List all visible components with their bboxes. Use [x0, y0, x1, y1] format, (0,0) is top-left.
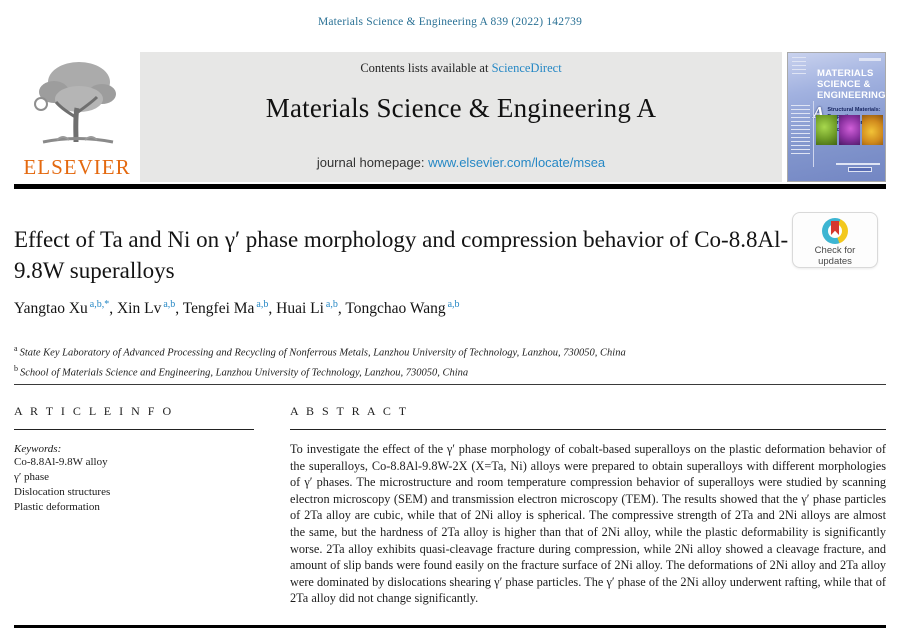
abstract-rule: [290, 429, 886, 430]
author: Tongchao Wang a,b: [345, 299, 460, 318]
contents-prefix: Contents lists available at: [360, 61, 492, 75]
author-affil-marker[interactable]: a,b: [163, 299, 176, 310]
abstract-section: A B S T R A C T To investigate the effec…: [290, 404, 886, 607]
author: Huai Li a,b,: [276, 299, 342, 318]
journal-homepage-link[interactable]: www.elsevier.com/locate/msea: [428, 155, 606, 170]
journal-banner: Contents lists available at ScienceDirec…: [140, 52, 782, 182]
cover-issn-text: [792, 57, 806, 75]
article-info-rule: [14, 429, 254, 430]
affiliation: b School of Materials Science and Enginee…: [14, 363, 469, 379]
cover-title: MATERIALS SCIENCE & ENGINEERING: [817, 68, 886, 101]
keyword: γ′ phase: [14, 471, 50, 483]
elsevier-wordmark: ELSEVIER: [23, 155, 131, 179]
homepage-prefix: journal homepage:: [316, 155, 429, 170]
elsevier-tree-icon: [27, 52, 127, 157]
author-affil-marker[interactable]: a,b: [447, 299, 460, 310]
micrograph-orange: [862, 115, 883, 145]
author: Yangtao Xu a,b,*,: [14, 299, 114, 318]
abstract-heading: A B S T R A C T: [290, 404, 409, 418]
elsevier-logo[interactable]: ELSEVIER: [14, 52, 140, 182]
header-divider: [14, 184, 886, 189]
micrograph-purple: [839, 115, 860, 145]
crossmark-icon: [822, 218, 848, 244]
journal-header: ELSEVIER Contents lists available at Sci…: [14, 52, 886, 182]
keyword: Plastic deformation: [14, 501, 100, 513]
cover-code-text: [859, 58, 881, 61]
cover-divider: [813, 101, 814, 167]
footer-divider: [14, 625, 886, 628]
article-info-section: A R T I C L E I N F O Keywords: Co-8.8Al…: [14, 404, 254, 607]
author: Xin Lv a,b,: [116, 299, 180, 318]
cover-letter-a: A: [813, 103, 825, 122]
affiliation: a State Key Laboratory of Advanced Proces…: [14, 344, 626, 359]
homepage-line: journal homepage: www.elsevier.com/locat…: [140, 155, 782, 170]
info-abstract-columns: A R T I C L E I N F O Keywords: Co-8.8Al…: [14, 404, 886, 607]
cover-micrographs: [816, 115, 883, 145]
author-affil-marker[interactable]: a,b: [325, 299, 338, 310]
check-for-updates-label: Check for updates: [814, 245, 856, 267]
author: Tengfei Ma a,b,: [182, 299, 273, 318]
keywords-label: Keywords:: [14, 443, 62, 455]
bookmark-icon: [831, 221, 839, 235]
contents-line: Contents lists available at ScienceDirec…: [140, 61, 782, 76]
cover-footer-text: [836, 163, 880, 173]
journal-title: Materials Science & Engineering A: [265, 93, 657, 123]
journal-citation: Materials Science & Engineering A 839 (2…: [317, 16, 583, 28]
author-affil-marker[interactable]: a,b: [256, 299, 269, 310]
article-title: Effect of Ta and Ni on γ′ phase morpholo…: [14, 227, 789, 283]
keyword: Co-8.8Al-9.8W alloy: [14, 456, 108, 468]
affiliation-list: a State Key Laboratory of Advanced Proces…: [14, 341, 626, 380]
check-for-updates-badge[interactable]: Check for updates: [792, 212, 878, 268]
sciencedirect-link[interactable]: ScienceDirect: [491, 61, 562, 75]
abstract-text: To investigate the effect of the γ′ phas…: [290, 442, 886, 606]
micrograph-green: [816, 115, 837, 145]
section-divider: [14, 384, 886, 385]
keyword: Dislocation structures: [14, 486, 111, 498]
article-info-heading: A R T I C L E I N F O: [14, 404, 174, 418]
author-affil-marker[interactable]: a,b,*: [89, 299, 110, 310]
journal-cover[interactable]: MATERIALS SCIENCE & ENGINEERING A Struct…: [787, 52, 886, 182]
author-list: Yangtao Xu a,b,*, Xin Lv a,b, Tengfei Ma a,…: [14, 299, 460, 318]
cover-editors-text: [791, 105, 810, 157]
